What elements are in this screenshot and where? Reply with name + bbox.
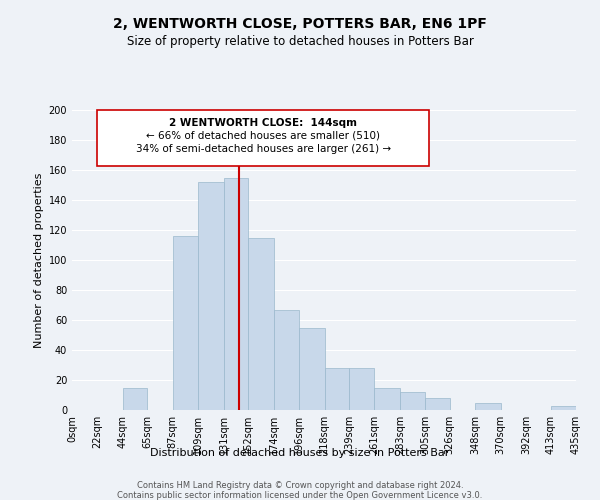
Bar — [274, 310, 299, 410]
Bar — [299, 328, 325, 410]
Bar — [400, 392, 425, 410]
Text: 34% of semi-detached houses are larger (261) →: 34% of semi-detached houses are larger (… — [136, 144, 391, 154]
Text: ← 66% of detached houses are smaller (510): ← 66% of detached houses are smaller (51… — [146, 131, 380, 141]
Text: 2, WENTWORTH CLOSE, POTTERS BAR, EN6 1PF: 2, WENTWORTH CLOSE, POTTERS BAR, EN6 1PF — [113, 18, 487, 32]
Bar — [425, 398, 450, 410]
Bar — [248, 238, 274, 410]
Bar — [374, 388, 400, 410]
Text: Contains HM Land Registry data © Crown copyright and database right 2024.: Contains HM Land Registry data © Crown c… — [137, 481, 463, 490]
Bar — [551, 406, 576, 410]
Bar — [475, 402, 500, 410]
Bar — [198, 182, 224, 410]
Text: Size of property relative to detached houses in Potters Bar: Size of property relative to detached ho… — [127, 35, 473, 48]
Bar — [123, 388, 148, 410]
Bar — [224, 178, 248, 410]
FancyBboxPatch shape — [97, 110, 429, 166]
Text: 2 WENTWORTH CLOSE:  144sqm: 2 WENTWORTH CLOSE: 144sqm — [169, 118, 357, 128]
Text: Distribution of detached houses by size in Potters Bar: Distribution of detached houses by size … — [151, 448, 449, 458]
Bar — [173, 236, 198, 410]
Bar — [325, 368, 349, 410]
Bar — [349, 368, 374, 410]
Y-axis label: Number of detached properties: Number of detached properties — [34, 172, 44, 348]
Text: Contains public sector information licensed under the Open Government Licence v3: Contains public sector information licen… — [118, 491, 482, 500]
